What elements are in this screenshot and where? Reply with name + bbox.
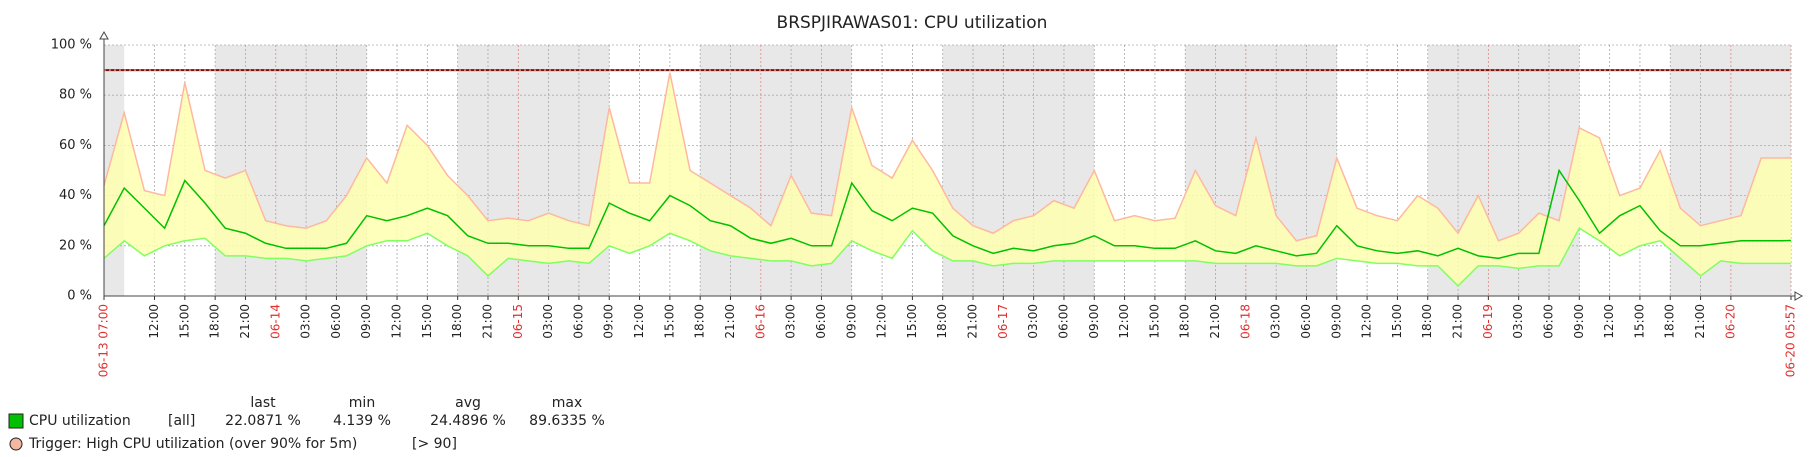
x-tick-label: 12:00 — [632, 304, 646, 339]
legend-value: 24.4896 % — [430, 413, 506, 429]
x-tick-label: 21:00 — [480, 304, 494, 339]
x-tick-label: 18:00 — [450, 304, 464, 339]
x-tick-label: 21:00 — [723, 304, 737, 339]
legend-value: 89.6335 % — [529, 413, 605, 429]
x-tick-label: 09:00 — [359, 304, 373, 339]
x-tick-label: 09:00 — [602, 304, 616, 339]
x-tick-label: 06:00 — [1541, 304, 1555, 339]
trigger-label: Trigger: High CPU utilization (over 90% … — [28, 436, 357, 452]
x-tick-label: 12:00 — [147, 304, 161, 339]
legend-header: max — [552, 395, 583, 411]
x-tick-label: 06-20 05:57 — [1784, 304, 1798, 377]
x-tick-label: 15:00 — [662, 304, 676, 339]
x-tick-label: 03:00 — [1511, 304, 1525, 339]
x-tick-label: 18:00 — [693, 304, 707, 339]
x-tick-label: 03:00 — [784, 304, 798, 339]
y-tick-label: 0 % — [67, 289, 92, 304]
x-tick-label: 21:00 — [1693, 304, 1707, 339]
x-tick-label: 06:00 — [1056, 304, 1070, 339]
x-tick-label: 06:00 — [571, 304, 585, 339]
avg-line — [103, 168, 1792, 260]
x-tick-label: 06-14 — [268, 304, 282, 339]
legend-label: CPU utilization — [29, 413, 131, 429]
legend-item: [all] — [168, 413, 195, 429]
x-tick-label: 18:00 — [1420, 304, 1434, 339]
min-max-band — [104, 72, 1791, 286]
x-tick-label: 09:00 — [1329, 304, 1343, 339]
x-tick-label: 03:00 — [1026, 304, 1040, 339]
x-tick-label: 18:00 — [1663, 304, 1677, 339]
legend-value: 4.139 % — [333, 413, 391, 429]
y-tick-label: 60 % — [59, 138, 92, 153]
x-tick-label: 15:00 — [177, 304, 191, 339]
y-tick-label: 100 % — [51, 38, 92, 53]
x-tick-label: 06:00 — [1299, 304, 1313, 339]
trigger-value: [> 90] — [412, 436, 457, 452]
legend-header: min — [349, 395, 375, 411]
x-tick-label: 06:00 — [814, 304, 828, 339]
legend-header: last — [250, 395, 276, 411]
x-tick-label: 06-16 — [753, 304, 767, 339]
x-tick-label: 09:00 — [1572, 304, 1586, 339]
x-tick-label: 06-18 — [1238, 304, 1252, 339]
x-tick-label: 06-15 — [511, 304, 525, 339]
x-tick-label: 18:00 — [935, 304, 949, 339]
max-line — [103, 72, 1791, 242]
x-tick-label: 15:00 — [1632, 304, 1646, 339]
x-tick-label: 03:00 — [1269, 304, 1283, 339]
y-tick-label: 80 % — [59, 88, 92, 103]
x-tick-label: 09:00 — [1087, 304, 1101, 339]
x-tick-label: 18:00 — [208, 304, 222, 339]
min-line — [103, 227, 1791, 288]
x-tick-label: 06-13 07:00 — [97, 304, 111, 377]
x-tick-label: 12:00 — [1117, 304, 1131, 339]
legend-swatch — [8, 413, 24, 429]
x-tick-label: 15:00 — [1390, 304, 1404, 339]
x-tick-label: 12:00 — [875, 304, 889, 339]
y-tick-label: 40 % — [59, 188, 92, 203]
x-tick-label: 18:00 — [1178, 304, 1192, 339]
x-tick-label: 15:00 — [1147, 304, 1161, 339]
trigger-swatch — [9, 437, 23, 451]
x-tick-label: 21:00 — [966, 304, 980, 339]
chart-title: BRSPJIRAWAS01: CPU utilization — [777, 13, 1048, 33]
x-tick-label: 06-20 — [1723, 304, 1737, 339]
y-axis-arrow — [99, 30, 109, 40]
legend-value: 22.0871 % — [225, 413, 301, 429]
x-tick-label: 12:00 — [1602, 304, 1616, 339]
x-tick-label: 06-17 — [996, 304, 1010, 339]
x-tick-label: 15:00 — [420, 304, 434, 339]
x-tick-label: 21:00 — [1208, 304, 1222, 339]
x-tick-label: 15:00 — [905, 304, 919, 339]
y-tick-label: 20 % — [59, 238, 92, 253]
x-tick-label: 03:00 — [299, 304, 313, 339]
x-tick-label: 09:00 — [844, 304, 858, 339]
x-tick-label: 03:00 — [541, 304, 555, 339]
x-tick-label: 06:00 — [329, 304, 343, 339]
x-tick-label: 21:00 — [238, 304, 252, 339]
legend-header: avg — [455, 395, 481, 411]
x-tick-label: 12:00 — [1360, 304, 1374, 339]
x-axis-arrow — [1794, 291, 1804, 301]
x-tick-label: 06-19 — [1481, 304, 1495, 339]
x-tick-label: 12:00 — [390, 304, 404, 339]
x-tick-label: 21:00 — [1451, 304, 1465, 339]
